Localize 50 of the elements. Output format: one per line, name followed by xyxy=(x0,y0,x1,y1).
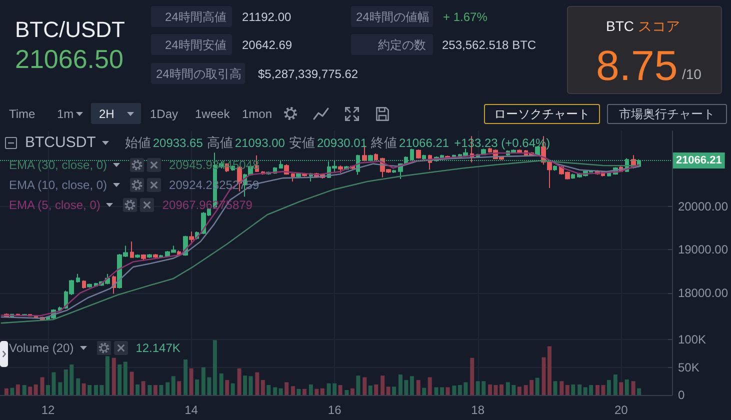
annotation: 21093.00 xyxy=(234,136,285,150)
text: EMA (30, close, 0) xyxy=(9,158,108,172)
x-tick-label: 14 xyxy=(184,403,198,417)
y-tick-label: 50K xyxy=(678,360,700,374)
text: 約定の数 xyxy=(378,38,426,52)
text: BTC xyxy=(606,18,634,34)
ref-line-label: 21066.21 xyxy=(676,154,722,167)
text: + 1.67% xyxy=(443,10,488,24)
text: EMA (5, close, 0) xyxy=(9,198,100,212)
y-tick-label: 100K xyxy=(678,332,706,347)
text: BTC/USDT xyxy=(15,17,125,42)
text: 24時間安値 xyxy=(165,38,226,52)
y-tick-label: 18000.00 xyxy=(678,286,728,300)
series-label: Volume (20) xyxy=(9,341,74,355)
text: 24時間高値 xyxy=(165,10,226,24)
text: /10 xyxy=(682,66,702,82)
text: 2H xyxy=(99,107,114,121)
text: 市場奥行チャート xyxy=(619,107,715,121)
text: EMA (10, close, 0) xyxy=(9,178,108,192)
text: 8.75 xyxy=(596,42,678,89)
text: 24時間の取引高 xyxy=(156,67,242,81)
text: 24時間の値幅 xyxy=(356,10,430,24)
text: スコア xyxy=(638,18,680,34)
x-tick-label: 16 xyxy=(328,403,342,417)
text: 1mon xyxy=(242,107,272,121)
text: $5,287,339,775.62 xyxy=(258,67,358,81)
x-tick-label: 12 xyxy=(41,403,55,417)
y-tick-label: 20000.00 xyxy=(678,200,728,214)
text: ローソクチャート xyxy=(494,107,590,121)
chart-title: BTCUSDT xyxy=(25,134,96,151)
annotation: 21066.21 xyxy=(399,136,450,150)
text: 1week xyxy=(195,107,230,121)
text: 21066.50 xyxy=(15,44,124,74)
x-tick-label: 18 xyxy=(471,403,485,417)
annotation: 12.147K xyxy=(136,341,180,355)
x-tick-label: 20 xyxy=(614,403,628,417)
annotation: 20930.01 xyxy=(316,136,368,150)
annotation: 高値 xyxy=(206,135,233,150)
text: 1Day xyxy=(150,107,178,121)
text: 1m xyxy=(57,107,74,121)
annotation: 終値 xyxy=(371,135,398,150)
text: 21192.00 xyxy=(242,10,292,24)
y-tick-label: 19000.00 xyxy=(678,242,728,257)
annotation: 20933.65 xyxy=(152,136,203,150)
annotation: 始値 xyxy=(124,135,151,150)
annotation: 安値 xyxy=(288,135,315,150)
text: Time xyxy=(9,107,36,121)
text: 253,562.518 BTC xyxy=(442,38,536,52)
y-tick-label: 0 xyxy=(678,388,685,402)
text: 20642.69 xyxy=(242,38,292,52)
